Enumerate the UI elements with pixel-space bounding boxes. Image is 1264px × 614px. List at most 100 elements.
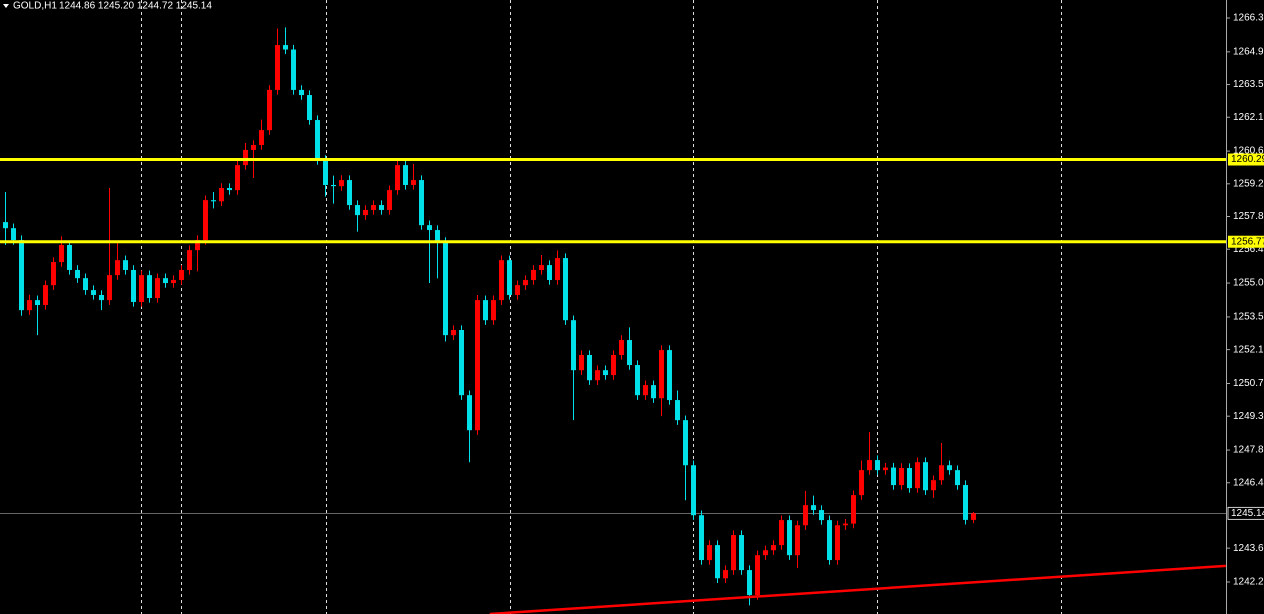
candle-body: [371, 205, 376, 210]
candle-body: [587, 354, 592, 381]
candle-body: [99, 294, 104, 301]
candle-body: [427, 225, 432, 231]
candle-body: [139, 275, 144, 302]
menu-arrow[interactable]: [3, 4, 9, 8]
candle-body: [3, 222, 8, 229]
candle-body: [75, 269, 80, 279]
candle-body: [787, 520, 792, 556]
candle-body: [579, 354, 584, 371]
candle-body: [603, 370, 608, 376]
candle-body: [195, 240, 200, 251]
candle-body: [755, 555, 760, 596]
candle-body: [923, 462, 928, 491]
candle-body: [491, 300, 496, 321]
y-tick-label: 1253.55: [1233, 312, 1264, 323]
candle-body: [419, 180, 424, 226]
candle-body: [163, 278, 168, 284]
candle-body: [659, 350, 664, 399]
candle-body: [571, 320, 576, 371]
candle-body: [115, 260, 120, 276]
candle-body: [187, 250, 192, 270]
hline-label: 1260.29: [1231, 154, 1264, 165]
y-tick-label: 1266.35: [1233, 13, 1264, 24]
candle-body: [155, 278, 160, 299]
y-tick-label: 1263.50: [1233, 79, 1264, 90]
candle-body: [43, 285, 48, 306]
candle-body: [723, 570, 728, 579]
candle-body: [203, 200, 208, 241]
candle-body: [227, 188, 232, 191]
candle-body: [459, 330, 464, 396]
y-tick-label: 1252.15: [1233, 344, 1264, 355]
candle-body: [27, 300, 32, 311]
candle-body: [643, 385, 648, 396]
candle-body: [131, 269, 136, 302]
candle-body: [763, 550, 768, 556]
candle-body: [355, 205, 360, 216]
candle-body: [779, 520, 784, 546]
candle-body: [883, 467, 888, 471]
candle-body: [867, 460, 872, 471]
candle-body: [251, 145, 256, 150]
candle-body: [467, 395, 472, 431]
candle-body: [523, 280, 528, 286]
candle-body: [363, 209, 368, 216]
trend-line: [489, 564, 1226, 614]
candle-body: [963, 485, 968, 520]
symbol: GOLD,H1: [13, 1, 57, 12]
y-tick-label: 1259.25: [1233, 178, 1264, 189]
candle-body: [803, 505, 808, 526]
candle-body: [275, 45, 280, 90]
candle-body: [515, 285, 520, 295]
candle-body: [123, 260, 128, 270]
candle-body: [931, 480, 936, 491]
y-tick-label: 1255.00: [1233, 278, 1264, 289]
candle-body: [235, 165, 240, 191]
candle-body: [667, 350, 672, 401]
candle-body: [83, 278, 88, 291]
candle-body: [539, 265, 544, 270]
candle-body: [387, 190, 392, 210]
candle-body: [395, 165, 400, 191]
candle-body: [627, 340, 632, 366]
candle-body: [771, 545, 776, 551]
candle-body: [843, 523, 848, 526]
candle-body: [475, 300, 480, 431]
candle-body: [147, 275, 152, 299]
y-tick-label: 1257.85: [1233, 211, 1264, 222]
candle-body: [403, 165, 408, 185]
last-price-box: [1227, 506, 1264, 520]
hline-label: 1256.77: [1231, 236, 1264, 247]
candle-body: [563, 258, 568, 321]
candle-body: [891, 467, 896, 486]
candle-body: [443, 241, 448, 336]
candle-body: [651, 385, 656, 399]
last-price-label: 1245.14: [1231, 508, 1264, 519]
candle-body: [435, 230, 440, 242]
candle-body: [635, 365, 640, 396]
candle-body: [747, 570, 752, 596]
period-separators: [141, 0, 1062, 614]
candle-body: [51, 262, 56, 286]
candle-body: [555, 258, 560, 281]
y-tick-label: 1256.45: [1233, 244, 1264, 255]
candle-body: [67, 244, 72, 270]
candle-body: [971, 513, 976, 520]
candle-body: [835, 525, 840, 561]
candle-body: [819, 510, 824, 521]
candle-body: [483, 300, 488, 321]
candle-body: [859, 470, 864, 496]
candle-body: [875, 460, 880, 471]
candle-body: [851, 495, 856, 524]
candle-body: [11, 228, 16, 241]
y-tick-label: 1243.65: [1233, 543, 1264, 554]
candle-body: [35, 300, 40, 306]
hline-label-box: [1228, 235, 1264, 248]
candle-body: [267, 89, 272, 131]
candle-body: [19, 240, 24, 311]
candle-body: [323, 159, 328, 185]
candle-body: [907, 468, 912, 489]
candle-body: [379, 205, 384, 210]
